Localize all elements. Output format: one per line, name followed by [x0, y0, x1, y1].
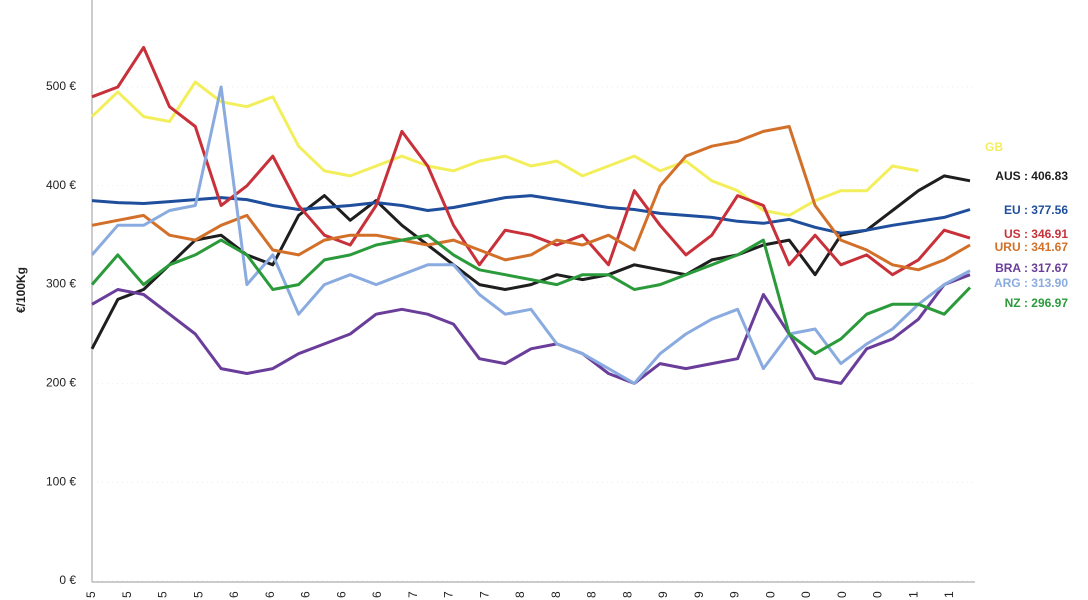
y-tick-label: 400 €	[46, 178, 76, 192]
y-tick-label: 300 €	[46, 277, 76, 291]
x-tick-label: 8	[549, 591, 563, 598]
x-tick-label: 1	[942, 591, 956, 598]
y-tick-label: 100 €	[46, 474, 76, 488]
x-tick-label: 0	[763, 591, 777, 598]
x-tick-label: 8	[585, 591, 599, 598]
series-label: BRA : 317.67	[995, 261, 1068, 275]
series-line	[91, 45, 971, 277]
x-tick-label: 6	[263, 591, 277, 598]
series-line	[90, 80, 919, 217]
series-label: AUS : 406.83	[995, 169, 1068, 183]
x-tick-label: 6	[299, 591, 313, 598]
series-label: NZ : 296.97	[1005, 296, 1069, 310]
x-tick-label: 8	[620, 591, 634, 598]
x-tick-label: 9	[728, 591, 742, 598]
y-tick-label: 0 €	[59, 573, 76, 587]
x-tick-label: 7	[477, 591, 491, 598]
x-tick-label: 8	[513, 591, 527, 598]
y-tick-label: 500 €	[46, 79, 76, 93]
series-line	[91, 194, 971, 235]
series-line	[91, 273, 971, 385]
x-tick-label: 6	[370, 591, 384, 598]
series-line	[90, 85, 971, 385]
series-label: EU : 377.56	[1004, 203, 1068, 217]
x-tick-label: 1	[906, 591, 920, 598]
series-line	[90, 233, 972, 356]
x-tick-label: 0	[835, 591, 849, 598]
x-tick-label: 7	[442, 591, 456, 598]
series-label: URU : 341.67	[995, 240, 1069, 254]
x-tick-label: 9	[692, 591, 706, 598]
x-tick-label: 7	[406, 591, 420, 598]
x-tick-label: 0	[799, 591, 813, 598]
series-label: US : 346.91	[1004, 227, 1068, 241]
x-tick-label: 0	[871, 591, 885, 598]
x-tick-label: 6	[227, 591, 241, 598]
series-label: GB	[985, 140, 1003, 154]
series-label: ARG : 313.90	[994, 276, 1068, 290]
x-tick-label: 5	[120, 591, 134, 598]
x-tick-label: 5	[191, 591, 205, 598]
x-tick-label: 5	[156, 591, 170, 598]
x-tick-label: 9	[656, 591, 670, 598]
y-axis-label: €/100Kg	[14, 267, 28, 313]
x-tick-label: 6	[334, 591, 348, 598]
x-tick-label: 5	[84, 591, 98, 598]
y-tick-label: 200 €	[46, 376, 76, 390]
